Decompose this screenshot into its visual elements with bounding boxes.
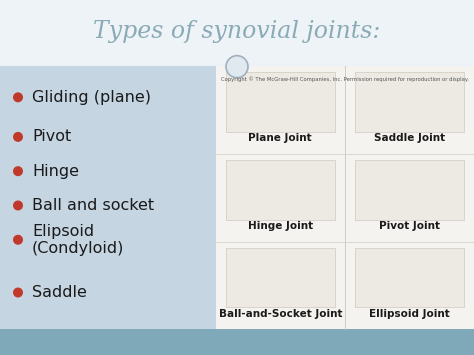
Text: Types of synovial joints:: Types of synovial joints: <box>93 20 381 43</box>
Text: Copyright © The McGraw-Hill Companies, Inc. Permission required for reproduction: Copyright © The McGraw-Hill Companies, I… <box>221 77 469 82</box>
Bar <box>0 329 474 355</box>
Bar <box>355 72 464 132</box>
Text: Gliding (plane): Gliding (plane) <box>32 90 151 105</box>
Circle shape <box>13 235 23 245</box>
Text: Saddle: Saddle <box>32 285 87 300</box>
Text: Ball and socket: Ball and socket <box>32 198 154 213</box>
Circle shape <box>226 56 248 78</box>
Circle shape <box>13 92 23 102</box>
Text: Plane Joint: Plane Joint <box>248 133 312 143</box>
Text: Elipsoid
(Condyloid): Elipsoid (Condyloid) <box>32 224 124 256</box>
Text: Pivot: Pivot <box>32 129 71 144</box>
Text: Hinge Joint: Hinge Joint <box>248 221 313 231</box>
Text: Ball-and-Socket Joint: Ball-and-Socket Joint <box>219 308 342 319</box>
Bar <box>216 66 474 329</box>
Bar <box>0 0 474 66</box>
Text: Pivot Joint: Pivot Joint <box>379 221 440 231</box>
Circle shape <box>13 201 23 211</box>
Text: Saddle Joint: Saddle Joint <box>374 133 445 143</box>
Bar <box>0 66 216 329</box>
Bar <box>355 248 464 307</box>
Circle shape <box>13 132 23 142</box>
Bar <box>226 72 335 132</box>
Bar <box>226 160 335 219</box>
Text: Ellipsoid Joint: Ellipsoid Joint <box>369 308 450 319</box>
Text: Hinge: Hinge <box>32 164 79 179</box>
Circle shape <box>13 288 23 297</box>
Bar <box>355 160 464 219</box>
Bar <box>226 248 335 307</box>
Circle shape <box>13 166 23 176</box>
